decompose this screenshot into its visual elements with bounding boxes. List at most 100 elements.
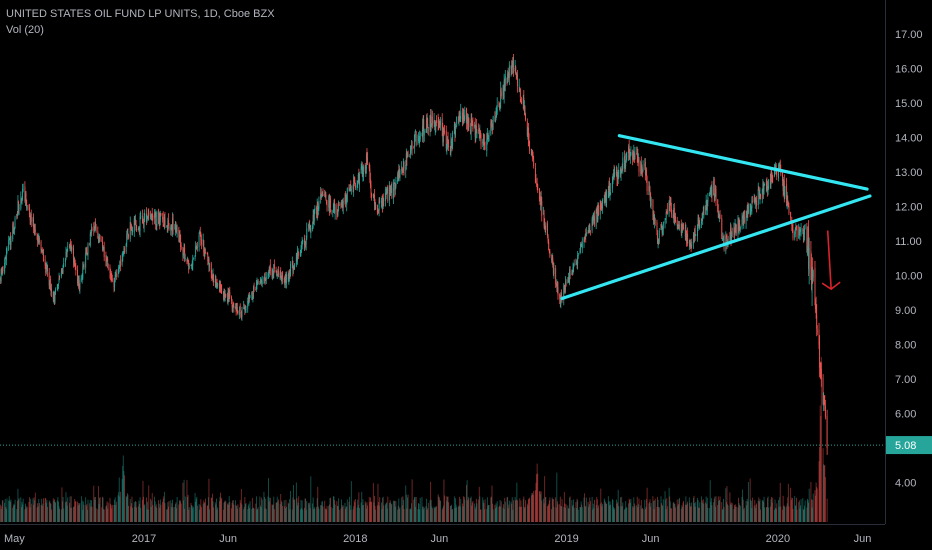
candle-body — [55, 289, 57, 295]
candle-body — [237, 310, 239, 314]
candle-body — [62, 270, 63, 274]
price-axis[interactable]: 4.005.006.007.008.009.0010.0011.0012.001… — [886, 29, 932, 489]
candle-body — [380, 201, 382, 203]
candle-body — [539, 188, 540, 200]
candle-body — [490, 120, 492, 124]
candle-body — [64, 259, 66, 263]
volume-bar — [775, 508, 777, 522]
volume-bar — [353, 506, 355, 522]
candle-body — [608, 183, 610, 192]
volume-bar — [592, 509, 594, 522]
volume-bar — [103, 509, 105, 522]
volume-bar — [426, 498, 428, 522]
candle-body — [367, 157, 368, 164]
candle-body — [796, 226, 798, 237]
candle-body — [38, 237, 40, 243]
volume-bar — [713, 498, 715, 522]
volume-bar — [735, 504, 737, 522]
candle-body — [213, 274, 215, 283]
candle-body — [476, 131, 478, 133]
volume-bar — [132, 507, 133, 522]
candle-body — [195, 246, 197, 255]
candle-body — [731, 232, 733, 234]
candle-body — [299, 252, 301, 256]
volume-bar — [490, 497, 492, 522]
volume-bar — [790, 500, 792, 522]
candle-body — [665, 211, 667, 218]
candle-body — [730, 228, 731, 240]
candle-body — [37, 235, 39, 242]
candlestick-series — [0, 53, 828, 455]
candle-body — [130, 224, 132, 231]
volume-bar — [236, 508, 238, 522]
volume-bar — [815, 495, 816, 522]
volume-bar — [357, 504, 359, 522]
candle-body — [739, 224, 741, 229]
volume-bar — [507, 508, 509, 522]
volume-bar — [472, 501, 474, 522]
candle-body — [816, 315, 818, 329]
candle-body — [402, 160, 404, 171]
candle-body — [818, 329, 820, 346]
volume-bar — [90, 506, 92, 522]
price-tick-label: 9.00 — [895, 305, 916, 317]
candle-body — [596, 209, 598, 220]
candle-body — [584, 235, 586, 238]
volume-bar — [187, 496, 188, 522]
candle-body — [440, 120, 441, 126]
candle-body — [332, 209, 334, 211]
volume-bar — [97, 486, 99, 522]
candle-body — [778, 164, 780, 167]
candle-body — [652, 199, 654, 220]
volume-bar — [86, 504, 88, 522]
candle-body — [569, 269, 570, 284]
candle-body — [698, 216, 700, 224]
volume-bar — [340, 508, 342, 522]
candle-body — [46, 265, 48, 268]
candle-body — [167, 220, 169, 229]
candle-body — [749, 203, 751, 215]
volume-bar — [142, 480, 144, 522]
volume-bar — [368, 497, 370, 522]
candle-body — [464, 110, 466, 120]
volume-bar — [235, 500, 237, 522]
volume-bar — [288, 503, 290, 522]
time-axis[interactable]: May 2017 Jun 2018 Jun 2019 Jun 2020 Jun — [4, 533, 871, 545]
candle-body — [291, 261, 293, 265]
volume-bar — [36, 507, 38, 522]
candle-body — [421, 135, 423, 137]
candle-body — [762, 183, 764, 192]
volume-bar — [742, 499, 744, 522]
volume-bar — [127, 494, 129, 522]
volume-bar — [261, 499, 263, 522]
candle-body — [59, 275, 61, 278]
volume-bar — [332, 508, 334, 522]
time-tick-label: May — [4, 533, 25, 545]
volume-bar — [818, 461, 820, 522]
volume-bar — [402, 499, 404, 522]
candle-body — [488, 135, 490, 137]
drawing-annotations[interactable] — [560, 134, 872, 301]
candle-body — [336, 204, 338, 215]
volume-bar — [67, 497, 69, 522]
candle-body — [45, 268, 47, 273]
candle-body — [486, 133, 488, 141]
volume-bar — [290, 490, 292, 522]
candle-body — [802, 229, 804, 231]
candle-body — [669, 201, 671, 206]
candle-body — [591, 218, 593, 231]
volume-bar — [344, 502, 346, 522]
candle-body — [329, 199, 331, 211]
volume-bar — [298, 496, 300, 522]
volume-bar — [152, 505, 154, 522]
volume-bar — [159, 507, 161, 522]
volume-bar — [753, 505, 755, 522]
candle-body — [45, 265, 47, 273]
volume-bar — [596, 499, 598, 522]
candle-body — [641, 168, 643, 172]
candle-body — [265, 277, 267, 280]
candle-body — [640, 161, 642, 174]
candle-body — [150, 215, 152, 217]
